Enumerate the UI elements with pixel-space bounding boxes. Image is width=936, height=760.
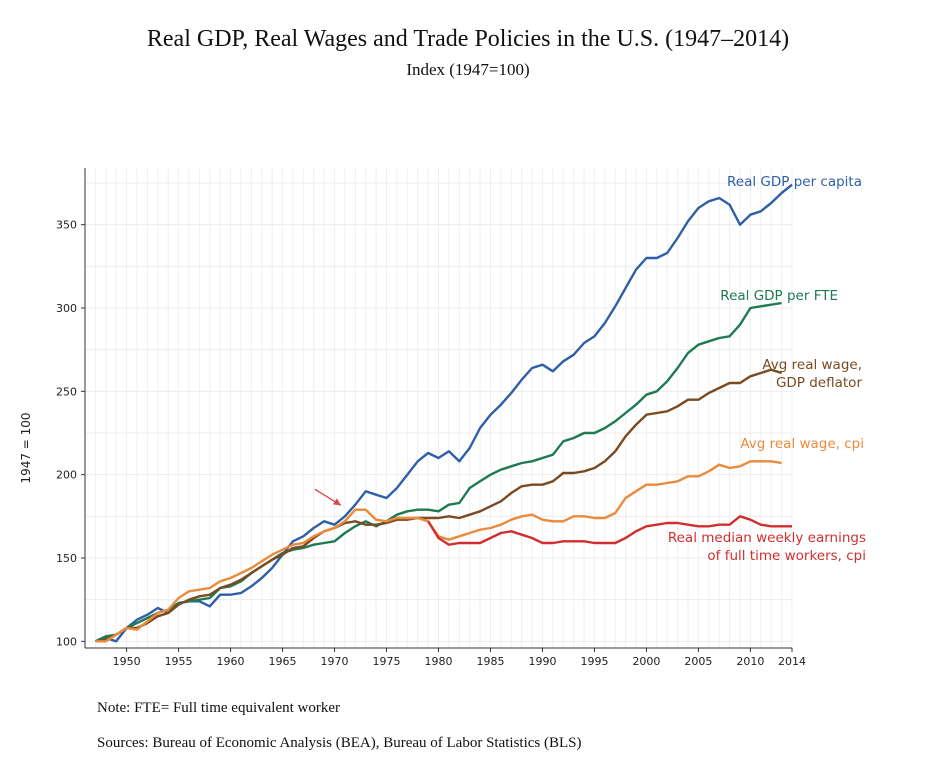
chart-title: Real GDP, Real Wages and Trade Policies … [146, 26, 790, 52]
x-tick-label: 1995 [580, 655, 608, 668]
series-line [95, 183, 793, 643]
y-tick-label: 250 [56, 385, 77, 398]
x-tick-label: 1975 [373, 655, 401, 668]
series-line [95, 368, 782, 643]
series-label: of full time workers, cpi [707, 548, 866, 564]
sources-note: Sources: Bureau of Economic Analysis (BE… [97, 735, 582, 751]
grid-lines [85, 168, 793, 648]
footnote: Note: FTE= Full time equivalent worker [97, 700, 340, 716]
series-labels: Real GDP per capita Real GDP per FTE Avg r… [668, 174, 866, 564]
x-tick-label: 2005 [684, 655, 712, 668]
series-label: Real GDP per FTE [720, 288, 838, 304]
y-tick-label: 200 [56, 469, 77, 482]
annotation-arrow-head [332, 498, 341, 506]
series-label: Real median weekly earnings [668, 530, 866, 546]
series-label: Real GDP per capita [727, 174, 862, 190]
x-tick-label: 1970 [321, 655, 349, 668]
series-lines [94, 183, 793, 643]
x-tick-label: 2010 [736, 655, 764, 668]
series-line [427, 515, 792, 546]
x-tick-label: 1955 [165, 655, 193, 668]
x-tick-label: 1980 [425, 655, 453, 668]
x-tick-label: 1990 [528, 655, 556, 668]
x-tick-label: 2000 [632, 655, 660, 668]
y-axis-label: 1947 = 100 [19, 412, 33, 483]
x-tick-label: 1965 [269, 655, 297, 668]
x-tick-label: 2014 [778, 655, 806, 668]
x-tick-label: 1985 [476, 655, 504, 668]
line-chart: 100 150 200 250 300 350 1950 1955 1960 1965 1970 19… [19, 168, 866, 668]
series-line [94, 301, 782, 643]
chart-subtitle: Index (1947=100) [406, 60, 530, 79]
y-tick-label: 300 [56, 302, 77, 315]
y-tick-label: 350 [56, 219, 77, 232]
y-tick-label: 100 [56, 635, 77, 648]
x-tick-label: 1950 [113, 655, 141, 668]
annotations [314, 488, 342, 506]
x-tick-label: 1960 [217, 655, 245, 668]
series-label: Avg real wage, [762, 357, 862, 373]
series-label: GDP deflator [776, 375, 862, 391]
axes: 100 150 200 250 300 350 1950 1955 1960 1965 1970 19… [19, 168, 806, 668]
y-tick-label: 150 [56, 552, 77, 565]
series-label: Avg real wage, cpi [740, 436, 864, 452]
